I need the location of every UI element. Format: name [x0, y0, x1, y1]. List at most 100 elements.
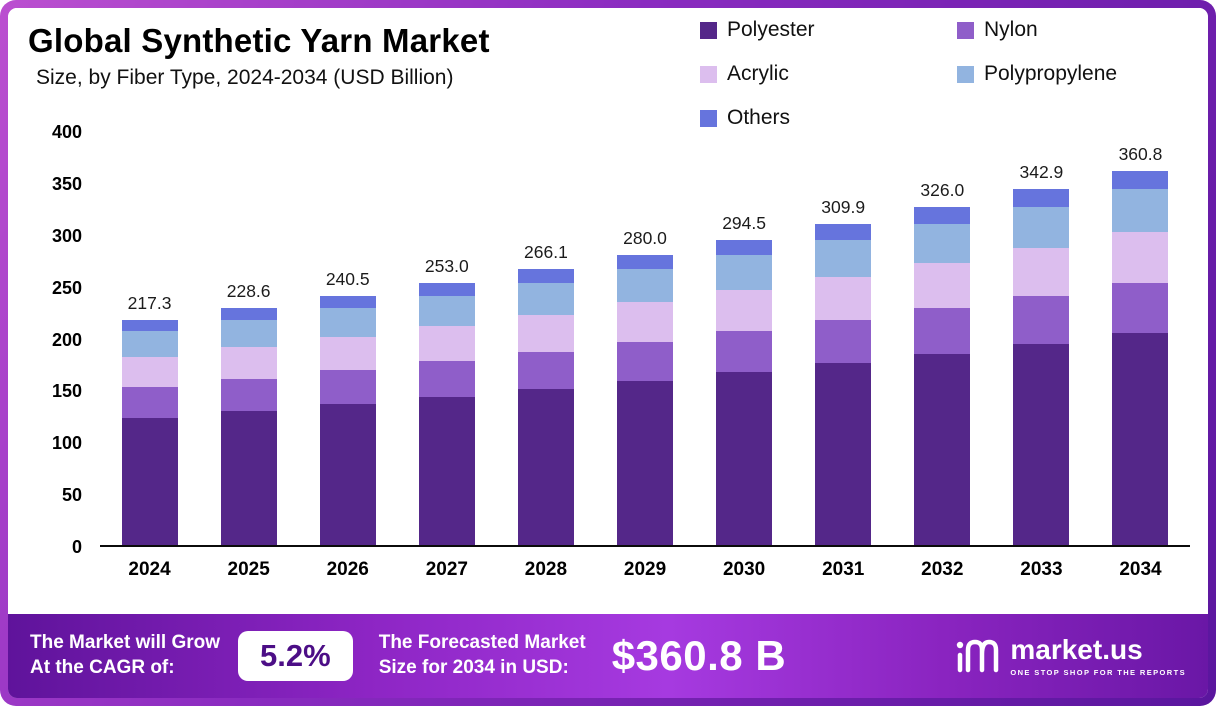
segment-nylon	[617, 341, 674, 381]
bar-2025: 228.6	[199, 132, 298, 545]
y-axis-label: 300	[51, 225, 82, 246]
segment-acrylic	[716, 289, 773, 332]
bar-total-label: 266.1	[524, 241, 568, 262]
chart-header: Global Synthetic Yarn Market Size, by Fi…	[28, 22, 490, 90]
legend-item-nylon: Nylon	[957, 18, 1186, 42]
legend-label: Acrylic	[727, 62, 789, 85]
bar-total-label: 309.9	[821, 196, 866, 217]
bar-total-label: 217.3	[127, 292, 172, 313]
forecast-value: $360.8 B	[611, 632, 787, 679]
segment-others	[418, 282, 475, 296]
segment-others	[121, 319, 178, 331]
x-axis-label: 2024	[128, 559, 171, 580]
forecast-label: The Forecasted Market Size for 2034 in U…	[379, 631, 586, 680]
segment-polypropylene	[1013, 207, 1070, 248]
x-axis-label: 2030	[722, 559, 766, 580]
x-axis-label: 2025	[227, 559, 270, 580]
y-axis-label: 150	[51, 381, 82, 402]
bar-total-label: 253.0	[424, 255, 469, 276]
segment-acrylic	[220, 346, 277, 379]
y-axis-label: 100	[51, 433, 82, 454]
segment-polypropylene	[1112, 189, 1169, 233]
bar-stack	[815, 223, 872, 545]
brand-text: market.us ONE STOP SHOP FOR THE REPORTS	[1010, 635, 1186, 677]
y-axis-label: 0	[71, 537, 82, 557]
legend-swatch	[700, 21, 717, 39]
cagr-value-badge: 5.2%	[238, 631, 353, 681]
x-axis-label: 2032	[921, 559, 964, 580]
plot-area: 0 50 100 150 200 250 300 350 400 217.3 228.6 240.5…	[24, 122, 1190, 581]
y-axis-label: 50	[61, 485, 82, 506]
legend-label: Nylon	[984, 18, 1038, 41]
segment-acrylic	[319, 336, 376, 371]
legend-label: Polyester	[727, 18, 815, 41]
bar-stack	[914, 206, 971, 545]
segment-polyester	[1013, 344, 1070, 545]
bar-total-label: 240.5	[325, 268, 370, 289]
bar-stack	[220, 307, 277, 545]
legend-item-others: Others	[700, 106, 929, 130]
segment-acrylic	[121, 356, 178, 388]
legend-label: Others	[727, 106, 791, 129]
x-axis-label: 2029	[623, 559, 667, 580]
segment-polyester	[1112, 333, 1169, 545]
segment-others	[319, 295, 376, 308]
forecast-label-line2: Size for 2034 in USD:	[378, 657, 569, 678]
bar-2029: 280.0	[595, 132, 694, 545]
segment-nylon	[517, 351, 574, 390]
bar-2033: 342.9	[992, 132, 1091, 545]
bar-2034: 360.8	[1091, 132, 1190, 545]
bar-stack	[617, 254, 674, 545]
bar-stack	[1112, 170, 1169, 545]
legend-swatch	[957, 21, 974, 39]
segment-others	[815, 223, 872, 240]
segment-others	[517, 268, 574, 283]
x-axis: 2024 2025 2026 2027 2028 2029 2030 2031 2032 2033…	[100, 559, 1190, 581]
segment-polypropylene	[914, 223, 971, 263]
segment-polypropylene	[418, 295, 475, 326]
x-axis-label: 2027	[425, 559, 468, 580]
y-axis-label: 400	[51, 122, 82, 142]
segment-polypropylene	[617, 269, 674, 303]
y-axis-label: 350	[51, 173, 82, 194]
page-content: Global Synthetic Yarn Market Size, by Fi…	[8, 8, 1208, 698]
legend-swatch	[957, 65, 974, 83]
y-axis-label: 200	[51, 329, 82, 350]
segment-acrylic	[617, 302, 674, 342]
x-axis-label: 2031	[822, 559, 865, 580]
segment-polyester	[319, 404, 376, 545]
bar-stack	[121, 319, 178, 545]
bar-2026: 240.5	[298, 132, 397, 545]
cagr-label: The Market will Grow At the CAGR of:	[30, 631, 220, 680]
segment-nylon	[914, 308, 971, 354]
segment-others	[914, 206, 971, 224]
cagr-label-line1: The Market will Grow	[30, 632, 221, 654]
legend-item-acrylic: Acrylic	[700, 62, 929, 86]
bar-stack	[418, 282, 475, 545]
x-axis-label: 2028	[524, 559, 568, 580]
x-axis-label: 2034	[1119, 559, 1162, 580]
segment-others	[220, 307, 277, 320]
segment-polyester	[517, 389, 574, 545]
segment-acrylic	[1013, 247, 1070, 297]
bar-total-label: 326.0	[920, 179, 965, 200]
marketus-logo-icon	[955, 634, 1001, 679]
segment-nylon	[1013, 296, 1070, 345]
legend-swatch	[700, 65, 717, 83]
legend-item-polyester: Polyester	[700, 18, 929, 42]
segment-polypropylene	[815, 239, 872, 277]
segment-nylon	[1112, 282, 1169, 334]
segment-nylon	[815, 319, 872, 364]
bar-total-label: 294.5	[722, 212, 766, 233]
segment-acrylic	[914, 262, 971, 309]
segment-polypropylene	[319, 307, 376, 337]
bar-total-label: 280.0	[623, 227, 667, 248]
segment-nylon	[220, 378, 277, 411]
segment-acrylic	[418, 325, 475, 362]
bar-stack	[716, 239, 773, 545]
legend-swatch	[700, 109, 717, 127]
segment-others	[1112, 170, 1169, 190]
segment-others	[1013, 189, 1070, 208]
segment-nylon	[716, 331, 773, 373]
segment-others	[716, 239, 773, 255]
